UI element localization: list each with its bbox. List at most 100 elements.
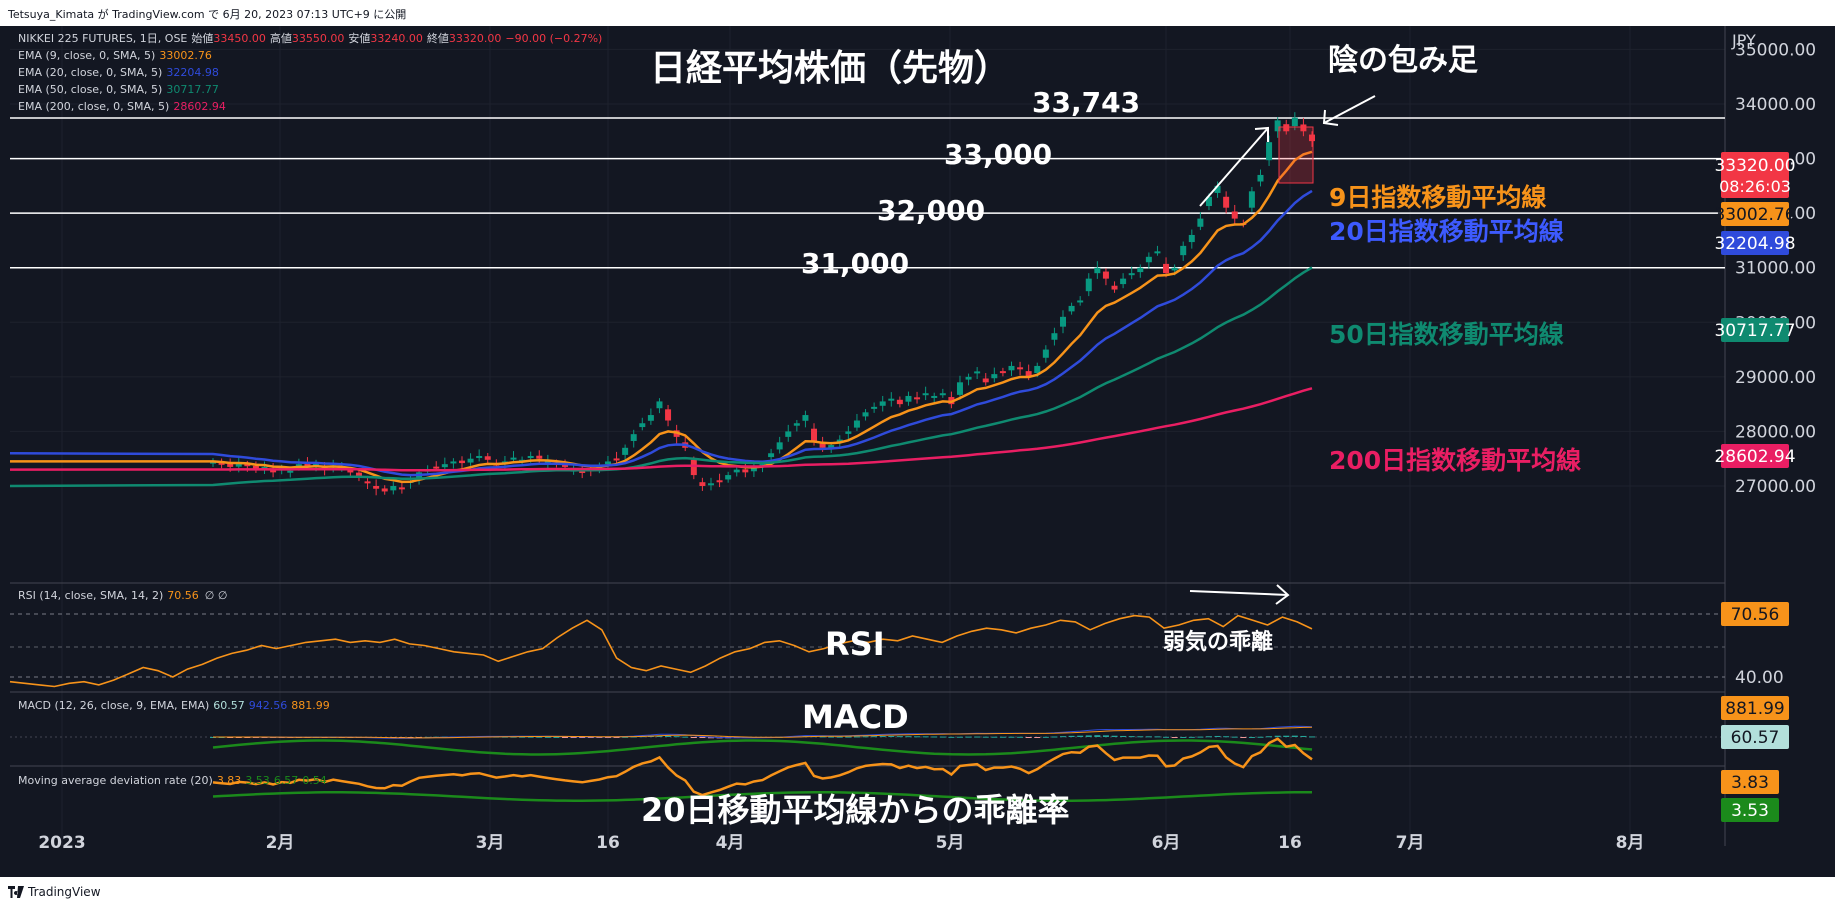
candle-body <box>733 469 740 473</box>
macd-bar <box>699 737 706 738</box>
macd-bar <box>579 737 586 738</box>
candle-body <box>956 382 963 395</box>
candle-body <box>1017 367 1024 370</box>
macd-bar <box>673 736 680 738</box>
candle-body <box>768 453 775 458</box>
macd-bar <box>836 736 843 738</box>
divergence-annotation: 弱気の乖離 <box>1163 629 1273 655</box>
macd-bar <box>1223 736 1230 738</box>
candle-body <box>1094 267 1101 274</box>
macd-bar <box>587 737 594 738</box>
candle-body <box>467 458 474 463</box>
candle-body <box>699 482 706 486</box>
level-33743-label: 33,743 <box>1032 86 1140 119</box>
macd-bar <box>896 736 903 738</box>
macd-bar <box>939 736 946 738</box>
price-tick-label: 29000.00 <box>1735 368 1816 388</box>
time-tick-label: 5月 <box>936 833 965 853</box>
candle-body <box>244 464 251 467</box>
candle-body <box>862 412 869 417</box>
time-tick-label: 2月 <box>266 833 295 853</box>
candle-body <box>707 483 714 486</box>
macd-bar <box>931 736 938 738</box>
macd-bar <box>536 736 543 738</box>
level-31000-label: 31,000 <box>801 247 909 280</box>
macd-bar <box>1068 735 1075 737</box>
macd-bar <box>1102 735 1109 737</box>
ema-50-line <box>9 266 1313 488</box>
candle-body <box>1266 142 1273 161</box>
macd-bar <box>982 736 989 738</box>
candle-body <box>1102 271 1109 279</box>
candle-body <box>287 470 294 473</box>
legend-ema200: EMA (200, close, 0, SMA, 5) 28602.94 <box>18 100 226 113</box>
legend-deviation: Moving average deviation rate (20) 3.83 3.… <box>18 774 327 787</box>
candle-body <box>1171 267 1178 271</box>
macd-bar <box>1034 737 1041 738</box>
grid <box>10 26 1725 846</box>
rsi-annotation: RSI <box>825 625 885 663</box>
level-33000-label: 33,000 <box>944 138 1052 171</box>
candle-body <box>647 415 654 421</box>
macd-bar <box>604 737 611 738</box>
macd-bar <box>1214 735 1221 737</box>
candle-body <box>476 455 483 458</box>
candle-body <box>227 463 234 467</box>
ema9-price-tag <box>1721 202 1789 226</box>
countdown: 08:26:03 <box>1719 177 1791 196</box>
macd-bar <box>853 736 860 738</box>
ema50-price-tag <box>1721 318 1789 342</box>
ema20-price-tag <box>1721 231 1789 255</box>
price-tick-label: 28000.00 <box>1735 422 1816 442</box>
macd-bar <box>1120 735 1127 737</box>
legend-ema50: EMA (50, close, 0, SMA, 5) 30717.77 <box>18 83 219 96</box>
macd-bar <box>707 737 714 739</box>
macd-bar <box>1231 736 1238 738</box>
price-tick-label: 35000.00 <box>1735 40 1816 60</box>
macd-bar <box>562 737 569 738</box>
macd-bar <box>999 736 1006 738</box>
candle-body <box>373 486 380 489</box>
candle-body <box>1042 349 1049 358</box>
macd-bar <box>1094 735 1101 737</box>
macd-bar <box>819 736 826 738</box>
ema-lines <box>9 150 1313 488</box>
macd-bar <box>914 736 921 738</box>
publish-header: Tetsuya_Kimata が TradingView.com で 6月 20… <box>0 0 1835 26</box>
last-price-tag <box>1721 152 1789 198</box>
price-chart[interactable]: 27000.0028000.0029000.0030000.0031000.00… <box>0 26 1835 877</box>
candle-body <box>398 487 405 490</box>
macd-bar <box>1154 736 1161 738</box>
macd-bar <box>991 736 998 738</box>
macd-bar <box>527 736 534 738</box>
candle-body <box>630 434 637 441</box>
macd-bar <box>1300 735 1307 737</box>
macd-bar <box>613 737 620 738</box>
macd-hist-tag <box>1721 725 1789 749</box>
candle-body <box>914 397 921 400</box>
macd-bar <box>905 736 912 738</box>
horizontal-levels <box>10 117 1725 269</box>
candle-body <box>836 439 843 443</box>
macd-bar <box>1266 736 1273 738</box>
macd-bar <box>1145 736 1152 738</box>
macd-bar <box>665 735 672 737</box>
candle-body <box>1163 263 1170 274</box>
candle-body <box>819 443 826 448</box>
candle-body <box>802 415 809 421</box>
macd-signal-value: 881.99 <box>1725 699 1784 719</box>
candle-body <box>1145 256 1152 263</box>
candle-body <box>458 460 465 464</box>
candle-body <box>613 458 620 461</box>
macd-bar <box>570 737 577 738</box>
candle-body <box>1085 278 1092 292</box>
last-price-value: 33320.00 <box>1714 156 1795 176</box>
candle-body <box>355 472 362 477</box>
macd-bar <box>1128 736 1135 738</box>
macd-bar <box>956 736 963 738</box>
time-tick-label: 4月 <box>716 833 745 853</box>
candle-body <box>879 401 886 406</box>
legend-ema9: EMA (9, close, 0, SMA, 5) 33002.76 <box>18 49 212 62</box>
uptrend-arrow <box>1199 127 1269 207</box>
time-tick-label: 16 <box>596 833 620 853</box>
